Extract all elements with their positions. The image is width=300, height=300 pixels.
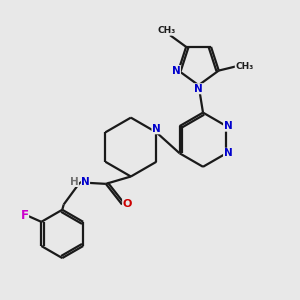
Text: H: H — [70, 177, 79, 187]
Text: N: N — [172, 66, 180, 76]
Text: CH₃: CH₃ — [157, 26, 176, 35]
Text: N: N — [152, 124, 161, 134]
Text: N: N — [224, 121, 232, 131]
Text: N: N — [224, 148, 232, 158]
Text: CH₃: CH₃ — [235, 62, 254, 71]
Text: O: O — [123, 200, 132, 209]
Text: F: F — [21, 209, 28, 222]
Text: N: N — [194, 84, 203, 94]
Text: N: N — [81, 177, 90, 187]
